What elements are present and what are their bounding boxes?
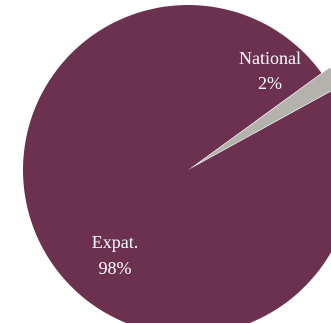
slice-label-expat: Expat. [92,232,139,252]
slice-label-national: National [239,48,301,68]
slice-value-expat: 98% [99,258,132,278]
slice-value-national: 2% [258,73,282,93]
